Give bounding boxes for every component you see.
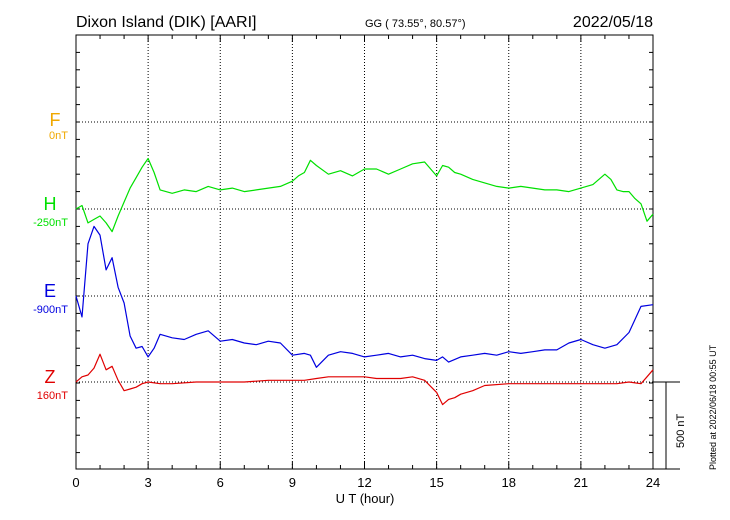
- series-label-f: F: [50, 110, 61, 130]
- baseline-label-f: 0nT: [49, 130, 68, 142]
- x-axis-label: U T (hour): [336, 491, 395, 506]
- series-line-h: [75, 157, 654, 233]
- baseline-label-e: -900nT: [33, 304, 68, 316]
- x-tick-label: 9: [289, 475, 296, 490]
- baseline-label-h: -250nT: [33, 217, 68, 229]
- x-tick-label: 12: [357, 475, 371, 490]
- scale-bar: 500 nT: [653, 381, 687, 470]
- series-line-e: [75, 225, 654, 368]
- x-tick-labels: 0 3 6 9 12 15 18 21 24: [72, 475, 660, 490]
- x-tick-label: 0: [72, 475, 79, 490]
- series-label-e: E: [44, 281, 56, 301]
- plotted-note: Plotted at 2022/06/18 00:55 UT: [708, 344, 718, 470]
- date-label: 2022/05/18: [573, 14, 653, 31]
- grid-layer: [75, 34, 654, 469]
- coordinates-label: GG ( 73.55°, 80.57°): [365, 18, 466, 30]
- series-label-z: Z: [45, 367, 56, 387]
- x-tick-label: 24: [646, 475, 660, 490]
- x-tick-label: 21: [574, 475, 588, 490]
- x-tick-label: 6: [217, 475, 224, 490]
- scale-bar-label: 500 nT: [675, 413, 687, 448]
- row-labels: F 0nT H -250nT E -900nT Z 160nT: [33, 110, 68, 402]
- baseline-label-z: 160nT: [37, 390, 68, 402]
- series-line-z: [75, 353, 654, 406]
- x-tick-label: 3: [145, 475, 152, 490]
- series-layer: [75, 157, 654, 406]
- series-label-h: H: [44, 194, 57, 214]
- x-tick-label: 15: [429, 475, 443, 490]
- station-title: Dixon Island (DIK) [AARI]: [76, 14, 257, 31]
- x-tick-label: 18: [502, 475, 516, 490]
